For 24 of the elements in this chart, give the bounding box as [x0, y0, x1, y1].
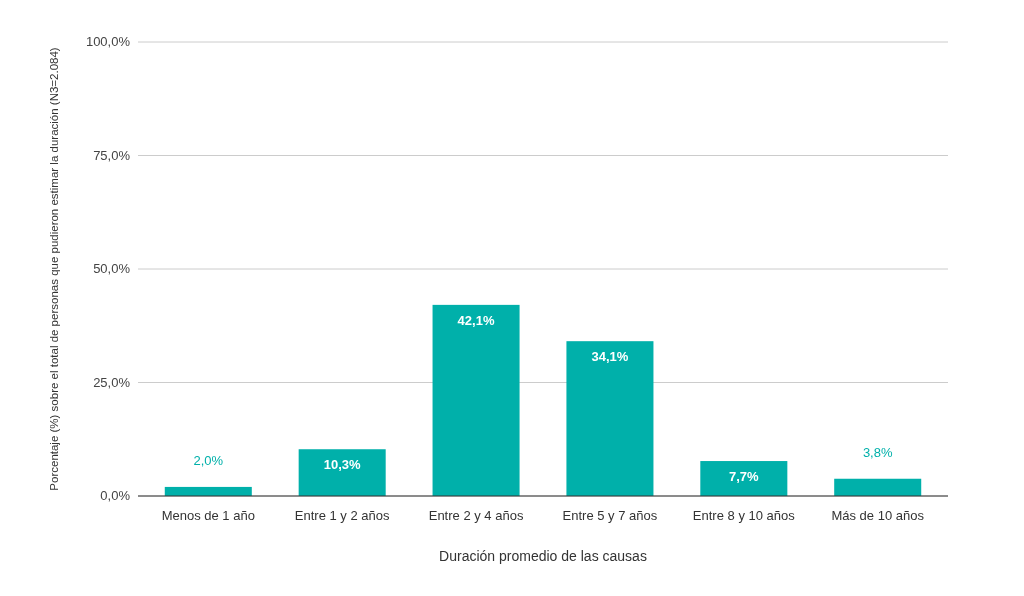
- data-label: 10,3%: [323, 457, 362, 473]
- bar: [432, 304, 520, 496]
- x-axis-title: Duración promedio de las causas: [439, 548, 647, 564]
- data-label: 34,1%: [591, 349, 629, 365]
- bar: [834, 478, 922, 496]
- y-tick-label: 25,0%: [93, 374, 131, 390]
- y-tick-label: 75,0%: [93, 147, 131, 163]
- data-label: 2,0%: [193, 452, 224, 468]
- x-tick-label: Más de 10 años: [831, 508, 925, 523]
- x-tick-label: Menos de 1 año: [161, 508, 255, 523]
- bar: [700, 461, 788, 496]
- y-tick-label: 0,0%: [100, 488, 131, 503]
- x-tick-label: Entre 5 y 7 años: [562, 508, 658, 523]
- data-label: 7,7%: [729, 469, 760, 485]
- data-label: 42,1%: [457, 312, 495, 328]
- data-label: 3,8%: [862, 444, 893, 460]
- x-tick-label: Entre 2 y 4 años: [428, 508, 524, 523]
- bar: [298, 449, 386, 496]
- y-tick-label: 50,0%: [93, 261, 131, 276]
- x-tick-label: Entre 1 y 2 años: [294, 508, 391, 523]
- y-tick-label: 100,0%: [85, 34, 131, 49]
- bar: [566, 341, 654, 496]
- x-tick-label: Entre 8 y 10 años: [692, 508, 796, 523]
- y-axis-title: Porcentaje (%) sobre el total de personas que pudieron estimar la duración (N3=2.084): [48, 47, 60, 491]
